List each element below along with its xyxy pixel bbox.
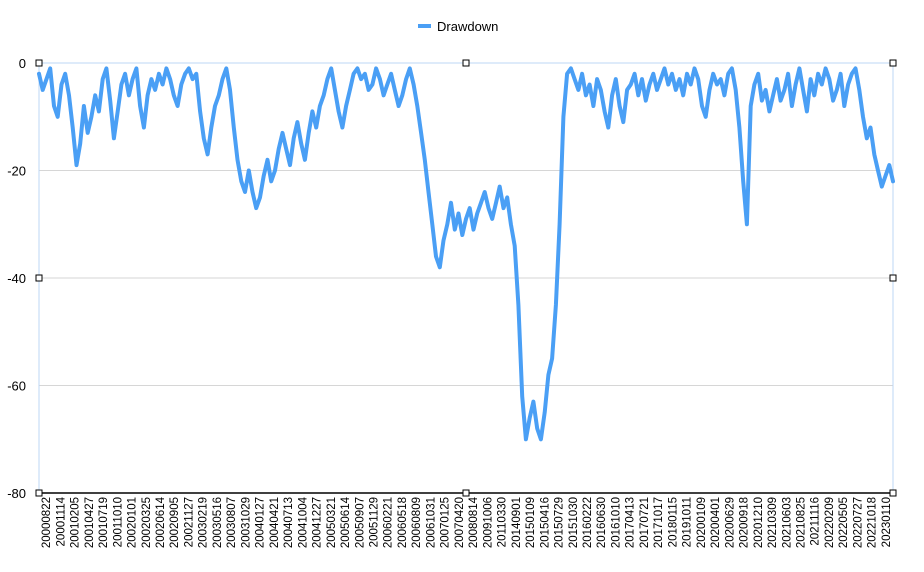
x-tick-label: 20140901 bbox=[511, 497, 523, 548]
x-tick-label: 20211116 bbox=[810, 497, 822, 546]
x-tick-label: 20020325 bbox=[141, 497, 153, 548]
x-tick-label: 20010719 bbox=[98, 497, 110, 548]
resize-handle[interactable] bbox=[889, 274, 897, 282]
x-tick-label: 20060221 bbox=[383, 497, 395, 548]
y-tick-label: -80 bbox=[7, 486, 26, 501]
x-tick-label: 20200918 bbox=[739, 497, 751, 548]
x-tick-label: 20040421 bbox=[269, 497, 281, 548]
resize-handle[interactable] bbox=[35, 274, 43, 282]
x-tick-label: 20020614 bbox=[155, 496, 167, 548]
x-tick-label: 20001114 bbox=[55, 496, 67, 546]
x-tick-label: 20041227 bbox=[312, 497, 324, 548]
x-tick-label: 20060809 bbox=[411, 497, 423, 548]
x-tick-label: 20161010 bbox=[611, 497, 623, 548]
x-tick-label: 20220505 bbox=[838, 497, 850, 548]
x-tick-label: 20041004 bbox=[297, 496, 309, 548]
legend: Drawdown bbox=[418, 19, 498, 34]
x-tick-label: 20180115 bbox=[667, 497, 679, 547]
x-tick-label: 20150109 bbox=[525, 497, 537, 548]
x-tick-label: 20221018 bbox=[867, 497, 879, 548]
x-tick-label: 20000822 bbox=[41, 497, 53, 548]
x-tick-label: 20040713 bbox=[283, 497, 295, 548]
x-tick-label: 20060518 bbox=[397, 497, 409, 548]
x-tick-label: 20170721 bbox=[639, 497, 651, 548]
series-drawdown bbox=[37, 66, 895, 442]
resize-handle[interactable] bbox=[462, 489, 470, 497]
x-tick-label: 20010205 bbox=[70, 497, 82, 548]
x-tick-label: 20010427 bbox=[84, 497, 96, 548]
resize-handle[interactable] bbox=[462, 59, 470, 67]
x-axis-ticks: 20000822 20001114 20010205 20010427 20010719… bbox=[41, 496, 893, 548]
x-tick-label: 20061031 bbox=[425, 497, 437, 548]
x-tick-label: 20050614 bbox=[340, 496, 352, 548]
x-tick-label: 20050321 bbox=[326, 497, 338, 548]
x-tick-label: 20080814 bbox=[468, 496, 480, 548]
resize-handle[interactable] bbox=[35, 59, 43, 67]
x-tick-label: 20220209 bbox=[824, 497, 836, 548]
series-line bbox=[37, 66, 895, 442]
x-tick-label: 20031029 bbox=[240, 497, 252, 548]
x-tick-label: 20051129 bbox=[369, 497, 381, 547]
legend-label: Drawdown bbox=[437, 19, 498, 34]
y-tick-label: -20 bbox=[7, 164, 26, 179]
y-tick-label: -60 bbox=[7, 379, 26, 394]
y-tick-label: -40 bbox=[7, 271, 26, 286]
x-tick-label: 20070420 bbox=[454, 497, 466, 548]
x-tick-label: 20230110 bbox=[881, 497, 893, 547]
y-axis-ticks: 0 -20 -40 -60 -80 bbox=[7, 56, 26, 501]
x-tick-label: 20030516 bbox=[212, 497, 224, 548]
x-tick-label: 20191011 bbox=[682, 497, 694, 547]
x-tick-label: 20200401 bbox=[710, 497, 722, 548]
x-tick-label: 20110330 bbox=[497, 497, 509, 547]
x-tick-label: 20171017 bbox=[653, 497, 665, 548]
x-tick-label: 20021127 bbox=[183, 497, 195, 547]
x-tick-label: 20210825 bbox=[796, 497, 808, 548]
x-tick-label: 20091006 bbox=[482, 497, 494, 548]
x-tick-label: 20201210 bbox=[753, 497, 765, 548]
resize-handle[interactable] bbox=[35, 489, 43, 497]
x-tick-label: 20070125 bbox=[440, 497, 452, 548]
x-tick-label: 20030807 bbox=[226, 497, 238, 548]
x-tick-label: 20011010 bbox=[112, 497, 124, 547]
x-tick-label: 20020905 bbox=[169, 497, 181, 548]
x-tick-label: 20160222 bbox=[582, 497, 594, 548]
x-tick-label: 20210603 bbox=[781, 497, 793, 548]
x-tick-label: 20170413 bbox=[625, 497, 637, 548]
x-tick-label: 20150416 bbox=[539, 497, 551, 548]
x-tick-label: 20050907 bbox=[354, 497, 366, 548]
x-tick-label: 20220727 bbox=[852, 497, 864, 548]
x-tick-label: 20160630 bbox=[596, 497, 608, 548]
x-tick-label: 20030219 bbox=[198, 497, 210, 548]
x-tick-label: 20200109 bbox=[696, 497, 708, 548]
x-tick-label: 20040127 bbox=[255, 497, 267, 548]
x-tick-label: 20020101 bbox=[127, 497, 139, 548]
resize-handle[interactable] bbox=[889, 489, 897, 497]
x-tick-label: 20210309 bbox=[767, 497, 779, 548]
x-tick-label: 20150729 bbox=[554, 497, 566, 548]
y-tick-label: 0 bbox=[19, 56, 26, 71]
selection-handles[interactable] bbox=[35, 59, 897, 497]
x-tick-label: 20151030 bbox=[568, 497, 580, 548]
resize-handle[interactable] bbox=[889, 59, 897, 67]
x-tick-label: 20200629 bbox=[724, 497, 736, 548]
